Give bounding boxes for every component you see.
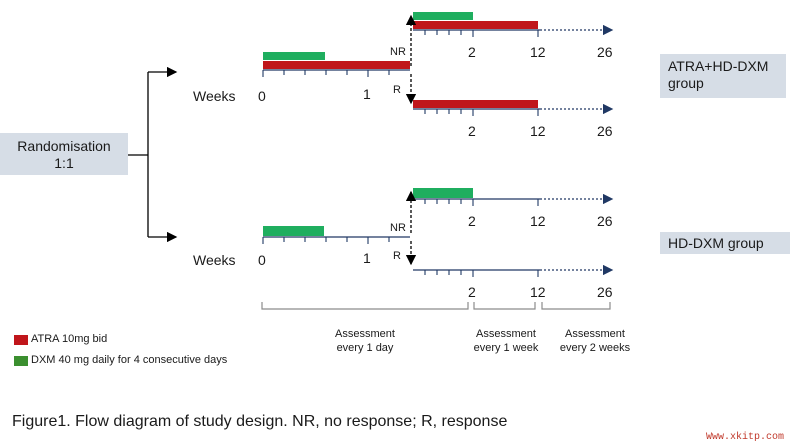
figure-caption: Figure1. Flow diagram of study design. N… (12, 413, 508, 430)
top-group-ticks (262, 30, 539, 116)
randomisation-box: Randomisation 1:1 (0, 133, 128, 175)
weeks-label-bottom: Weeks (193, 252, 236, 268)
top-dxm-bar (263, 52, 325, 60)
legend-dxm-swatch (14, 356, 28, 366)
assessment-every-2-weeks: Assessment every 2 weeks (548, 327, 642, 355)
tick-label-12-bottom-r: 12 (530, 284, 546, 300)
tick-label-2-top-nr: 2 (468, 44, 476, 60)
assessment-frequency: every 2 weeks (559, 342, 631, 354)
bottom-group-ticks (262, 199, 539, 277)
group-word: group (668, 75, 704, 91)
tick-label-26-bottom-r: 26 (597, 284, 613, 300)
legend-dxm-label: DXM 40 mg daily for 4 consecutive days (31, 354, 228, 366)
group-name-atra-hd-dxm: ATRA+HD-DXM (668, 58, 769, 74)
weeks-label-top: Weeks (193, 88, 236, 104)
bottom-nr-dxm-bar (413, 188, 473, 198)
assessment-every-day: Assessment every 1 day (320, 327, 410, 355)
nr-label-bottom: NR (390, 222, 406, 234)
tick-label-12-top-nr: 12 (530, 44, 546, 60)
r-label-top: R (393, 84, 401, 96)
tick-label-0-bottom: 0 (258, 252, 266, 268)
bracket-every-2-weeks (541, 302, 611, 310)
tick-label-0-top: 0 (258, 88, 266, 104)
tick-label-2-bottom-r: 2 (468, 284, 476, 300)
top-group-bars (263, 12, 538, 108)
tick-label-26-top-nr: 26 (597, 44, 613, 60)
assessment-frequency: every 1 week (473, 342, 539, 354)
assessment-title: Assessment (476, 328, 536, 340)
bottom-group-bars (263, 188, 473, 236)
bracket-every-day (261, 302, 469, 310)
top-r-atra-bar (413, 100, 538, 108)
tick-label-26-top-r: 26 (597, 123, 613, 139)
nr-label-top: NR (390, 46, 406, 58)
r-label-bottom: R (393, 250, 401, 262)
randomisation-ratio: 1:1 (54, 155, 74, 171)
top-group-axes (263, 24, 614, 115)
tick-label-2-top-r: 2 (468, 123, 476, 139)
tick-label-26-bottom-nr: 26 (597, 213, 613, 229)
group-box-atra-hd-dxm: ATRA+HD-DXM group (660, 54, 786, 98)
assessment-title: Assessment (335, 328, 395, 340)
tick-label-12-bottom-nr: 12 (530, 213, 546, 229)
bottom-group-axes (263, 193, 614, 276)
watermark: Www.xkitp.com (706, 432, 785, 443)
assessment-brackets (261, 302, 611, 310)
tick-label-1-bottom: 1 (363, 250, 371, 266)
assessment-title: Assessment (565, 328, 625, 340)
tick-label-2-bottom-nr: 2 (468, 213, 476, 229)
legend-atra-label: ATRA 10mg bid (31, 333, 108, 345)
group-name-hd-dxm: HD-DXM group (668, 235, 764, 251)
randomisation-label: Randomisation (17, 138, 111, 154)
assessment-every-week: Assessment every 1 week (460, 327, 552, 355)
tick-label-1-top: 1 (363, 86, 371, 102)
top-nr-dxm-bar (413, 12, 473, 20)
group-box-hd-dxm: HD-DXM group (660, 232, 790, 254)
tick-label-12-top-r: 12 (530, 123, 546, 139)
assessment-frequency: every 1 day (336, 342, 394, 354)
top-nr-atra-bar (413, 21, 538, 29)
bottom-dxm-bar (263, 226, 324, 236)
branch-connector (128, 66, 178, 243)
legend-atra-swatch (14, 335, 28, 345)
top-atra-bar (263, 61, 410, 69)
bracket-every-week (473, 302, 536, 310)
